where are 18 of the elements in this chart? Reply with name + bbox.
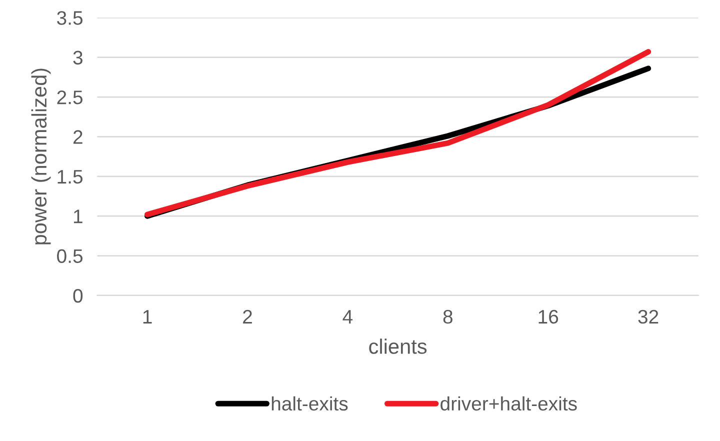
x-tick-label: 8: [443, 310, 452, 324]
y-axis-title: power (normalized): [31, 68, 51, 244]
x-axis-title: clients: [369, 338, 427, 354]
legend-label: halt-exits: [272, 396, 348, 411]
x-tick-label: 4: [342, 310, 353, 324]
x-tick-label: 1: [143, 310, 152, 324]
y-tick-label: 3: [73, 50, 82, 65]
y-tick-label: 0: [73, 288, 83, 303]
y-tick-label: 2: [73, 130, 82, 144]
y-tick-label: 1.5: [58, 170, 82, 184]
x-tick-label: 32: [638, 310, 658, 324]
y-tick-label: 1: [74, 210, 82, 224]
y-tick-label: 0.5: [57, 249, 82, 264]
x-tick-label: 2: [243, 310, 252, 324]
y-tick-label: 2.5: [57, 90, 82, 104]
y-tick-label: 3.5: [57, 11, 82, 25]
x-tick-label: 16: [538, 310, 558, 324]
legend-label: driver+halt-exits: [440, 396, 577, 411]
